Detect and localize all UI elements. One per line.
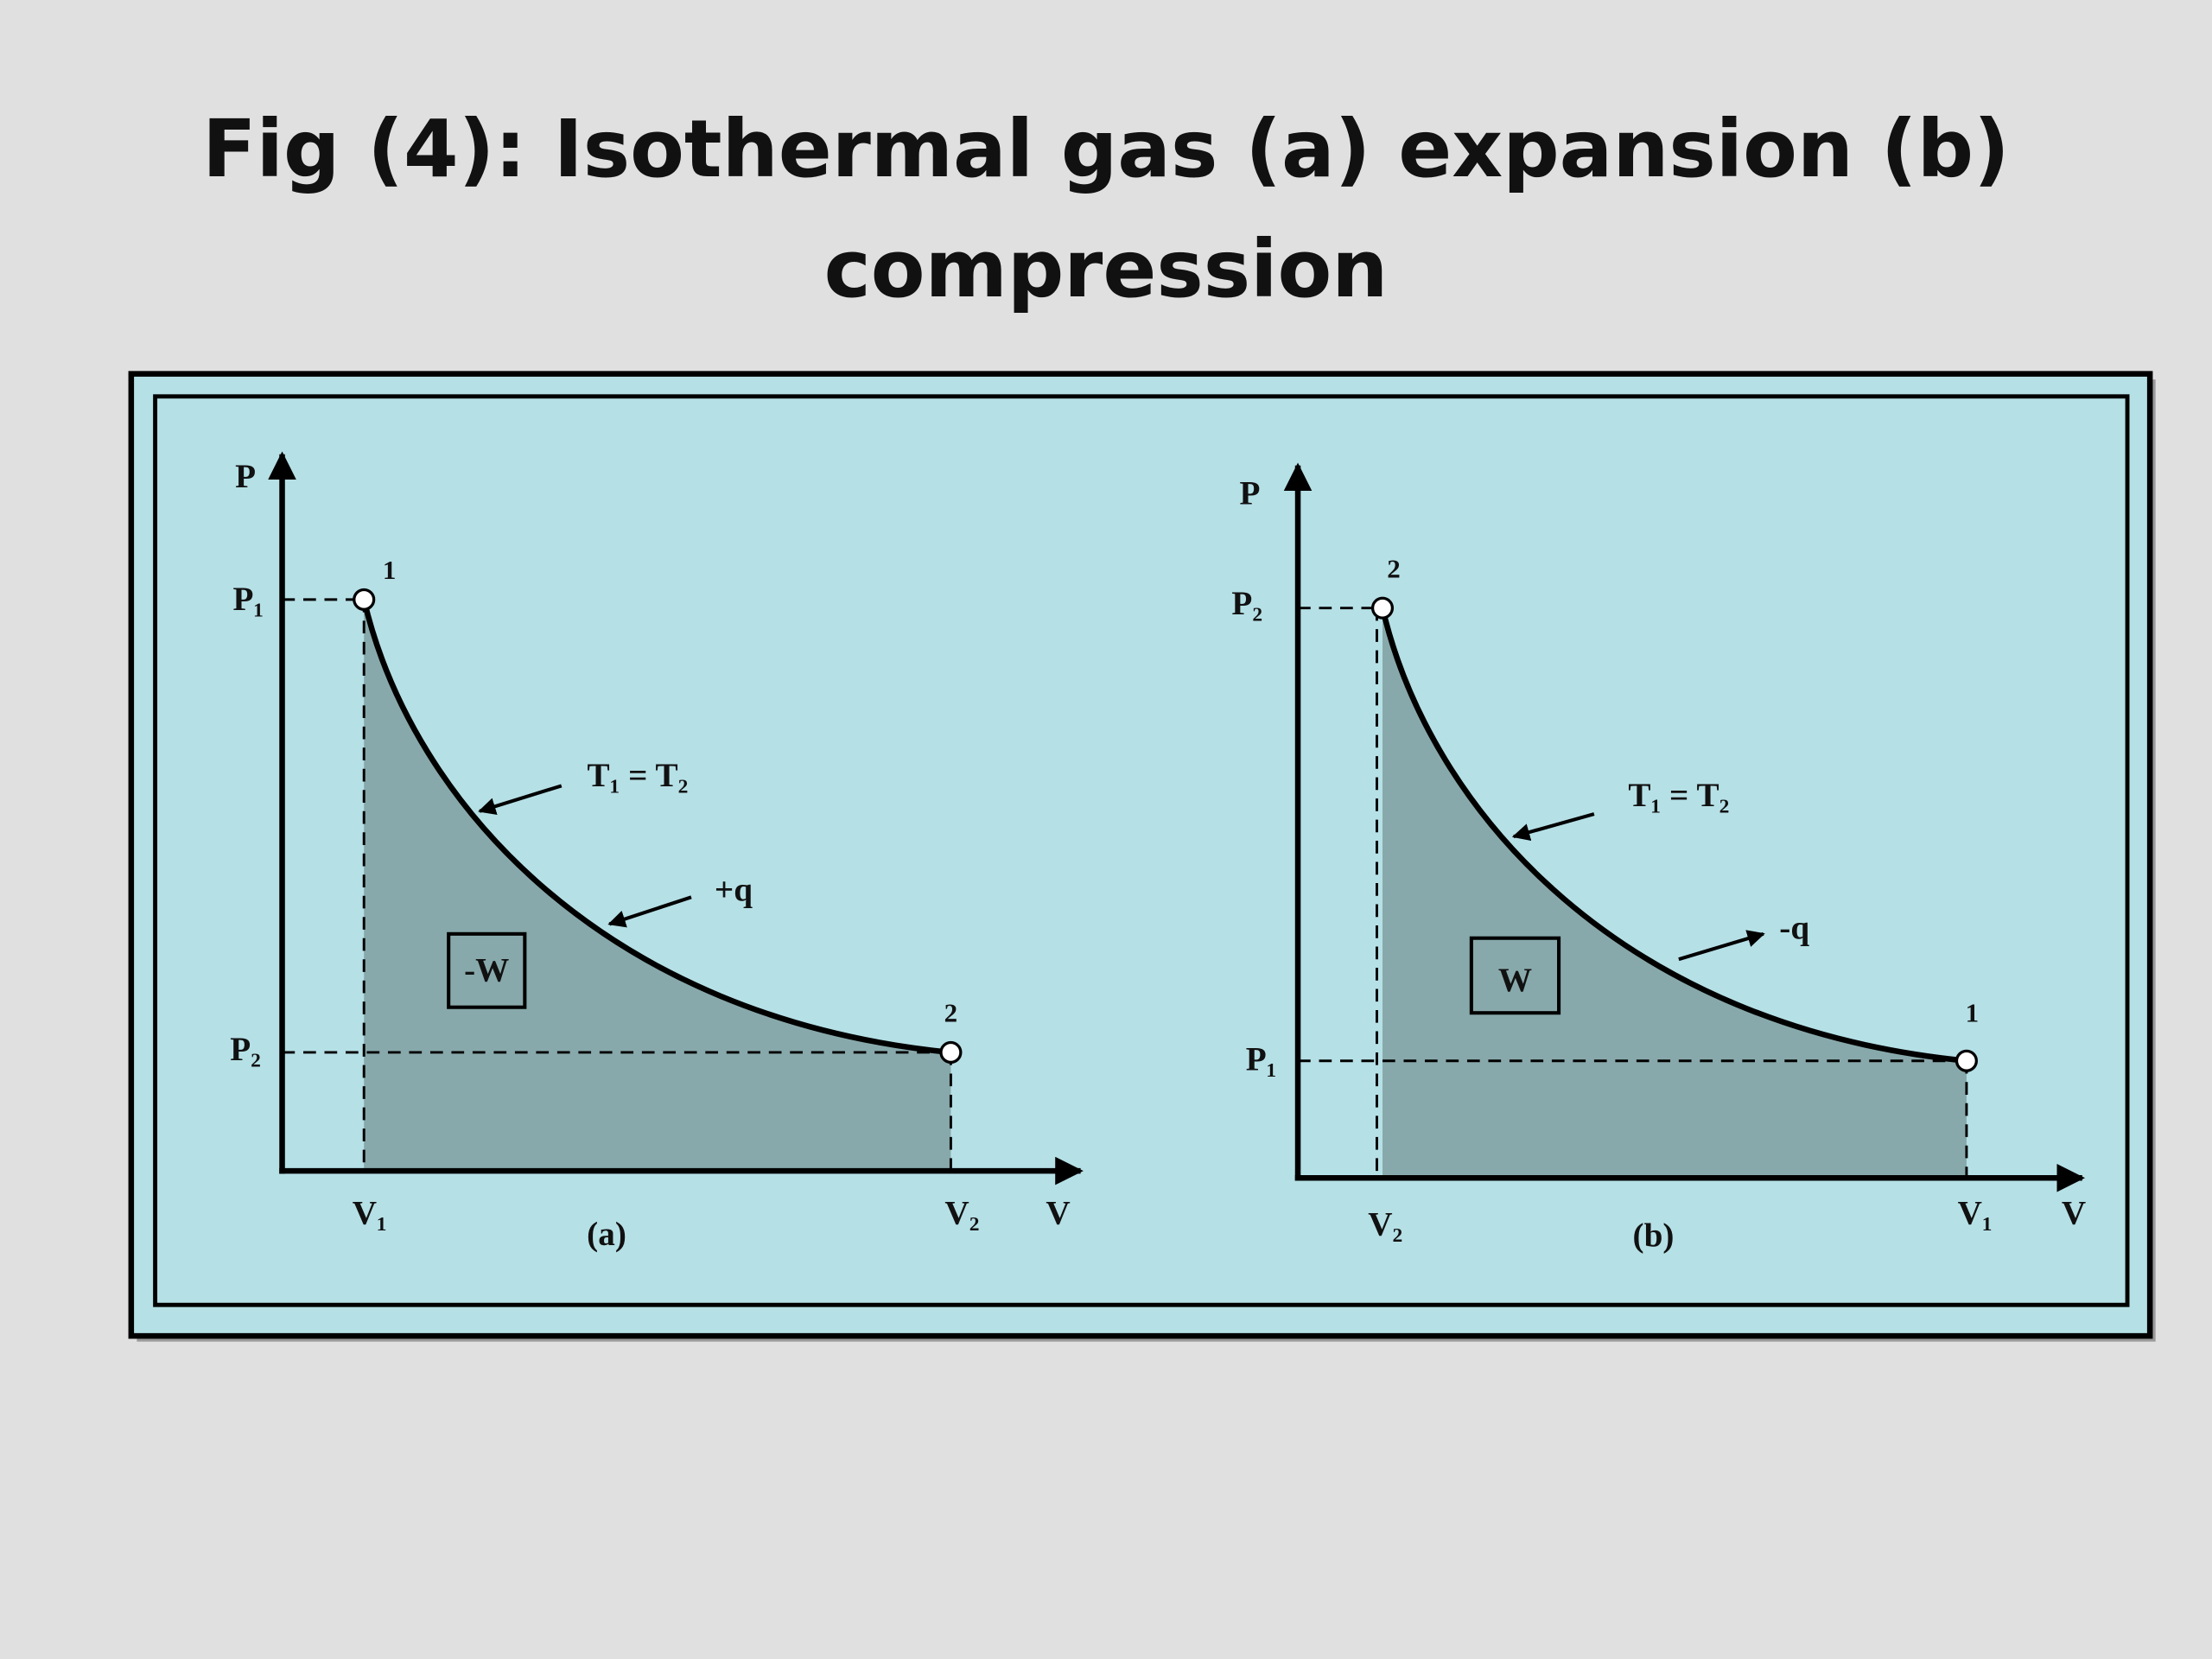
axis-label: V [1046,1194,1070,1231]
work-label: -W [464,952,509,989]
axis-label: V [2062,1194,2086,1231]
pressure-label: P₂ [1231,585,1262,622]
pressure-label: P₁ [1246,1040,1277,1077]
pressure-label: P₂ [230,1031,261,1068]
title-line: Fig (4): Isothermal gas (a) expansion (b… [202,103,2010,195]
volume-label: V₂ [944,1194,979,1231]
panel-a: P P₁ 1 P₂ 2 T₁ = T₂ +q -W V₁ (a) V₂ V [230,451,1084,1253]
heat-label: -q [1779,910,1809,947]
panel-b: P P₂ 2 P₁ 1 T₁ = T₂ -q W V₂ (b) V₁ V [1231,462,2086,1254]
curve-label: T₁ = T₂ [1628,777,1729,814]
isotherm [361,599,951,1056]
state-point [1955,1049,1978,1072]
arrow [1678,930,1765,962]
point-label: 1 [1966,998,1980,1028]
state-point [353,588,376,611]
arrow [478,784,563,816]
point-label: 2 [944,998,958,1028]
isotherm [1379,607,1967,1065]
inner-frame [153,394,2130,1307]
point-label: 2 [1387,553,1401,583]
title-line: compression [824,223,1389,315]
arrow [607,895,692,928]
work-box [1469,936,1561,1015]
work-label: W [1498,962,1532,999]
volume-label: V₁ [1958,1194,1993,1231]
work-area [364,599,951,1172]
point-label: 1 [383,555,397,585]
axis-label: P [1240,475,1261,512]
curve-label: T₁ = T₂ [587,757,688,794]
volume-label: V₁ [353,1194,387,1231]
state-point [939,1040,963,1065]
caption: (a) [587,1216,626,1253]
state-point [1370,596,1395,620]
work-box [447,931,527,1009]
axis-label: P [235,458,256,495]
heat-label: +q [715,871,753,908]
caption: (b) [1633,1217,1675,1254]
arrow [1511,812,1595,842]
volume-label: V₂ [1368,1205,1402,1243]
pressure-label: P₁ [233,581,264,618]
